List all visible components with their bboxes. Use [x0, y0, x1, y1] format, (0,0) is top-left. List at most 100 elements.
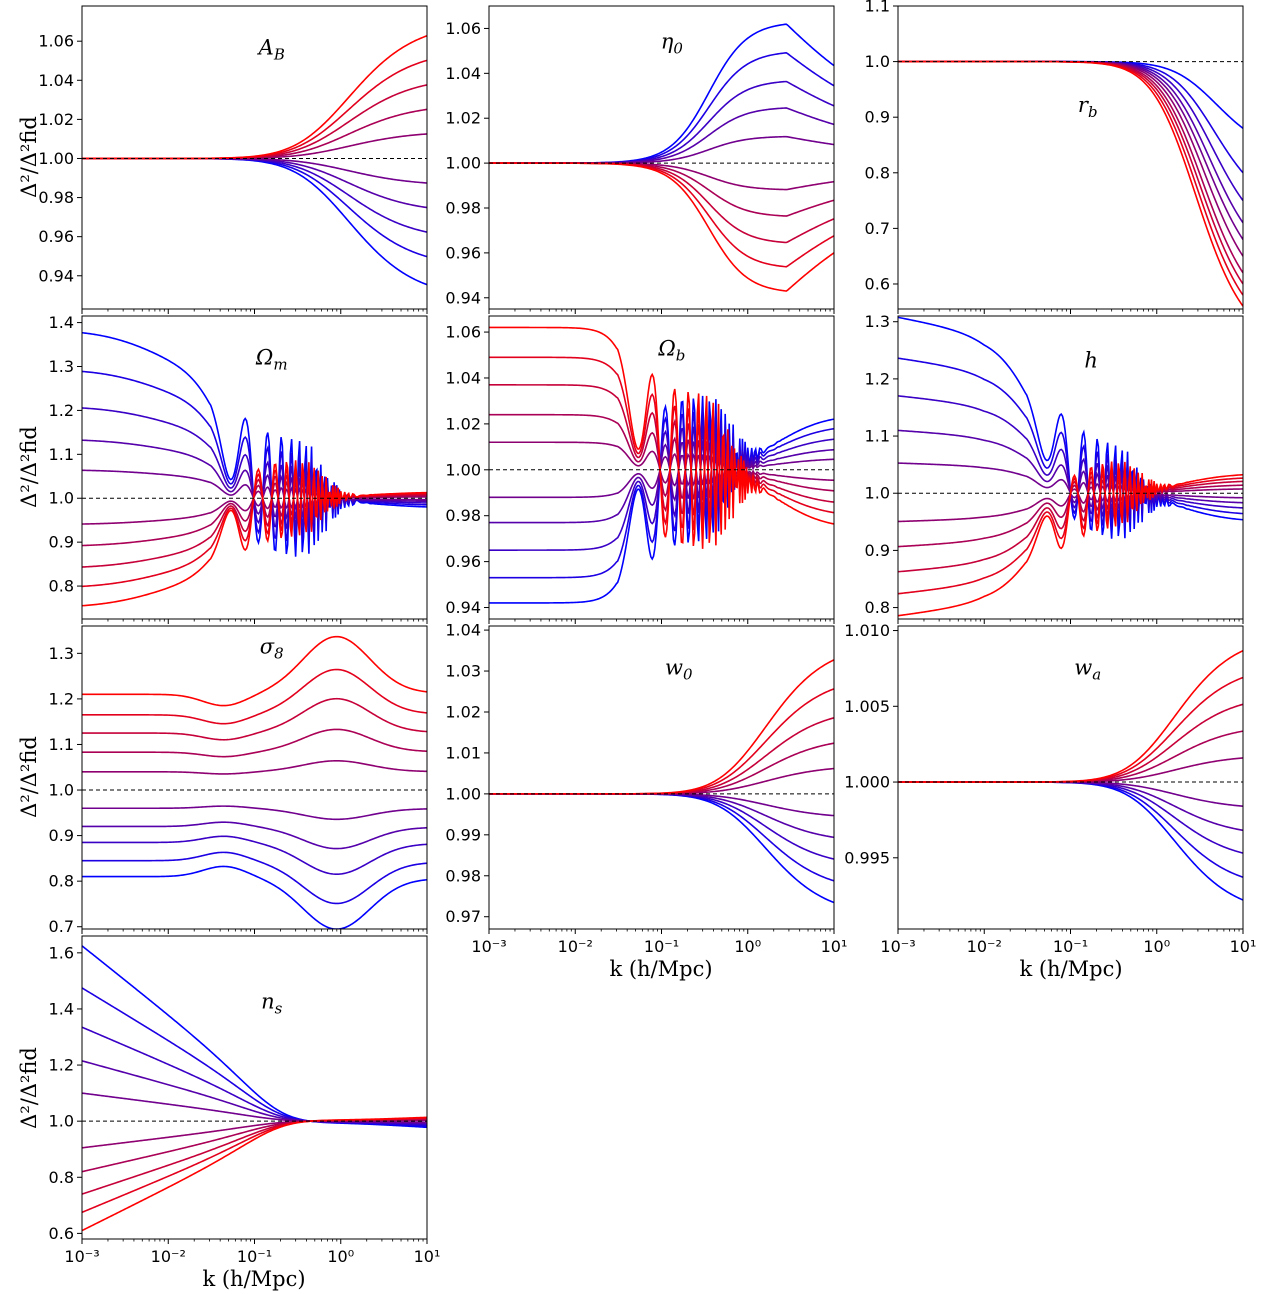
y-tick-label: 1.0: [49, 781, 74, 800]
y-tick-label: 1.3: [865, 312, 890, 331]
series-line: [489, 717, 834, 795]
panel-label: w0: [665, 655, 693, 683]
y-tick-label: 1.2: [865, 369, 890, 388]
series-line: [489, 80, 834, 164]
plot-frame: [897, 315, 1244, 620]
series-line: [82, 697, 427, 741]
y-tick-label: 0.8: [49, 577, 74, 596]
y-tick-label: 1.04: [38, 71, 74, 90]
panel-label: σ8: [260, 634, 284, 662]
series-line: [898, 461, 1243, 617]
series-line: [898, 757, 1243, 783]
y-tick-label: 1.02: [445, 414, 481, 433]
y-tick-label: 1.01: [445, 743, 481, 762]
y-tick-label: 1.02: [38, 110, 74, 129]
series-line: [489, 793, 834, 817]
y-tick-label: 1.02: [445, 109, 481, 128]
y-tick-label: 1.04: [445, 64, 481, 83]
series-line: [82, 157, 427, 233]
y-axis-label-row1: Δ²/Δ²fid: [17, 116, 41, 198]
y-tick-label: 1.1: [49, 735, 74, 754]
panel-wa: 0.995 1.000 1.005 1.010 10⁻³ 10⁻² 10⁻¹ 10⁰ 10¹ wa: [844, 621, 1256, 956]
x-tick-label: 10⁻¹: [237, 1247, 272, 1266]
panel-AB: 0.94 0.96 0.98 1.00 1.02 1.04 1.06 AB: [38, 5, 428, 314]
plot-frame: [81, 935, 428, 1240]
y-tick-label: 1.04: [445, 368, 481, 387]
series-line: [82, 108, 427, 160]
series-line: [82, 851, 427, 905]
curves-ns: [82, 945, 427, 1232]
y-tick-label: 1.2: [49, 401, 74, 420]
y-tick-label: 0.6: [49, 1224, 74, 1243]
series-line: [82, 1116, 427, 1232]
y-tick-label: 1.00: [445, 460, 481, 479]
series-line: [82, 133, 427, 160]
y-tick-label: 0.97: [445, 907, 481, 926]
y-axis-label-row3: Δ²/Δ²fid: [17, 736, 41, 818]
series-line: [82, 835, 427, 876]
panel-label: AB: [257, 35, 285, 63]
y-tick-label: 0.96: [38, 227, 74, 246]
y-tick-label: 1.3: [49, 357, 74, 376]
panel-Ob: 0.94 0.96 0.98 1.00 1.02 1.04 1.06 Ωb: [445, 315, 835, 624]
panel-label: ns: [261, 990, 283, 1018]
series-line: [82, 821, 427, 850]
curves-h: [898, 316, 1243, 617]
y-tick-label: 0.8: [865, 598, 890, 617]
curves-eta0: [489, 23, 834, 292]
x-tick-label: 10⁻²: [558, 937, 593, 956]
series-line: [82, 460, 427, 607]
y-tick-label: 0.9: [865, 541, 890, 560]
plot-frame: [81, 315, 428, 620]
y-tick-label: 0.995: [844, 848, 890, 867]
series-line: [489, 440, 834, 524]
y-tick-label: 0.96: [445, 243, 481, 262]
x-tick-label: 10⁻³: [471, 937, 506, 956]
curves-Om: [82, 331, 427, 607]
y-tick-label: 1.06: [445, 19, 481, 38]
series-line: [82, 865, 427, 929]
x-axis-label-col3: k (h/Mpc): [1019, 957, 1122, 981]
series-line: [82, 439, 427, 521]
panel-s8: 0.7 0.8 0.9 1.0 1.1 1.2 1.3 σ8: [49, 625, 428, 936]
y-tick-label: 1.1: [49, 445, 74, 464]
y-tick-label: 1.06: [38, 32, 74, 51]
y-tick-label: 0.8: [865, 163, 890, 182]
y-tick-label: 1.010: [844, 621, 890, 640]
y-tick-label: 1.2: [49, 689, 74, 708]
y-tick-label: 1.00: [38, 149, 74, 168]
series-line: [489, 793, 834, 839]
y-axis-label-row4: Δ²/Δ²fid: [17, 1047, 41, 1129]
series-line: [489, 162, 834, 244]
series-line: [82, 157, 427, 286]
y-tick-label: 0.96: [445, 552, 481, 571]
y-tick-label: 1.6: [49, 943, 74, 962]
y-tick-label: 0.8: [49, 1168, 74, 1187]
x-tick-label: 10⁻²: [151, 1247, 186, 1266]
series-line: [898, 60, 1243, 174]
series-line: [82, 84, 427, 160]
y-tick-label: 0.9: [865, 108, 890, 127]
y-tick-label: 0.99: [445, 825, 481, 844]
series-line: [489, 162, 834, 268]
y-tick-label: 1.04: [445, 621, 481, 640]
y-tick-label: 1.00: [445, 784, 481, 803]
series-line: [898, 781, 1243, 807]
y-tick-label: 1.0: [865, 52, 890, 71]
curves-Ob: [489, 326, 834, 604]
y-tick-label: 0.98: [445, 866, 481, 885]
series-line: [82, 59, 427, 160]
panel-rb: 0.6 0.7 0.8 0.9 1.0 1.1 rb: [865, 0, 1244, 314]
y-tick-label: 0.94: [445, 288, 481, 307]
series-line: [82, 1092, 427, 1123]
y-tick-label: 0.94: [445, 598, 481, 617]
curves-w0: [489, 659, 834, 904]
series-line: [489, 793, 834, 904]
y-tick-label: 0.9: [49, 826, 74, 845]
panel-w0: 0.97 0.98 0.99 1.00 1.01 1.02 1.03 1.04 10⁻³ 10⁻²…: [445, 621, 847, 956]
series-line: [898, 60, 1243, 274]
panel-Om: 0.8 0.9 1.0 1.1 1.2 1.3 1.4 Ωm: [49, 313, 428, 624]
x-tick-label: 10⁻¹: [644, 937, 679, 956]
y-tick-label: 1.1: [865, 427, 890, 446]
y-tick-label: 0.7: [49, 917, 74, 936]
